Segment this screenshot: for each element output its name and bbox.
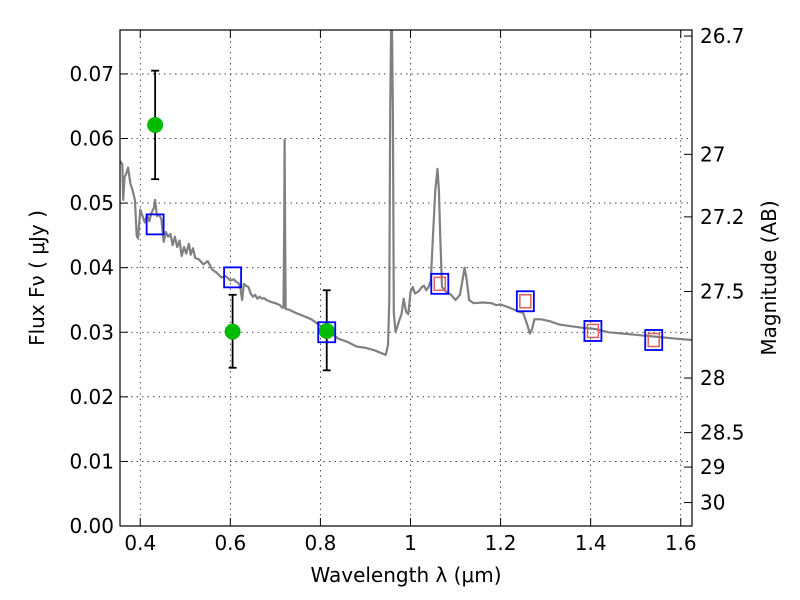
y-tick-label: 0.07 [69,62,114,86]
y2-tick-label: 28 [700,366,725,390]
model-photometry-inner-square [433,276,447,292]
model-photometry-square [145,213,165,236]
plot-frame [119,29,693,527]
model-spectrum-line [120,30,692,356]
y2-tick-label: 29 [700,455,725,479]
model-photometry-square [317,321,337,344]
model-photometry-inner-square [586,323,600,339]
y-tick-label: 0.01 [69,449,114,473]
model-photometry-square [644,329,664,351]
model-photometry-inner-square [647,332,660,348]
observed-flux-point [318,322,335,339]
model-photometry-inner-square [519,294,532,309]
x-tick-label: 1.4 [575,531,607,555]
x-tick-label: 1 [404,531,417,555]
y-tick-label: 0.05 [69,191,114,215]
x-tick-label: 0.8 [305,531,337,555]
x-tick-label: 0.4 [124,531,156,555]
y-tick-label: 0.04 [69,256,114,280]
model-photometry-square [223,266,242,289]
observed-flux-point [147,116,164,133]
x-tick-label: 0.6 [214,531,246,555]
model-photometry-square [583,320,603,342]
y-tick-label: 0.00 [69,514,114,538]
y2-tick-label: 27.2 [700,205,745,229]
model-photometry-square [430,272,450,295]
y2-tick-label: 30 [700,491,725,515]
y2-tick-label: 26.7 [700,24,745,48]
plot-data [120,30,692,372]
y-tick-label: 0.02 [69,385,114,409]
y2-tick-label: 27.5 [700,279,745,303]
y-tick-label: 0.03 [69,320,114,344]
x-axis-title: Wavelength λ (μm) [310,563,501,587]
tick-labels: 0.4 0.6 0.8 1 1.2 1.4 1.6 0.00 0.01 0.02 0.03 0.04 0… [69,24,744,555]
observed-flux-point [224,323,241,340]
y-axis-title: Flux Fν ( μJy ) [25,210,49,346]
x-tick-label: 1.6 [665,531,697,555]
axis-ticks [120,30,692,527]
y2-tick-label: 28.5 [700,421,745,445]
x-tick-label: 1.2 [485,531,517,555]
y2-axis-title: Magnitude (AB) [757,200,781,355]
y-tick-label: 0.06 [69,127,114,151]
model-photometry-square [515,290,535,313]
y2-tick-label: 27 [700,142,725,166]
